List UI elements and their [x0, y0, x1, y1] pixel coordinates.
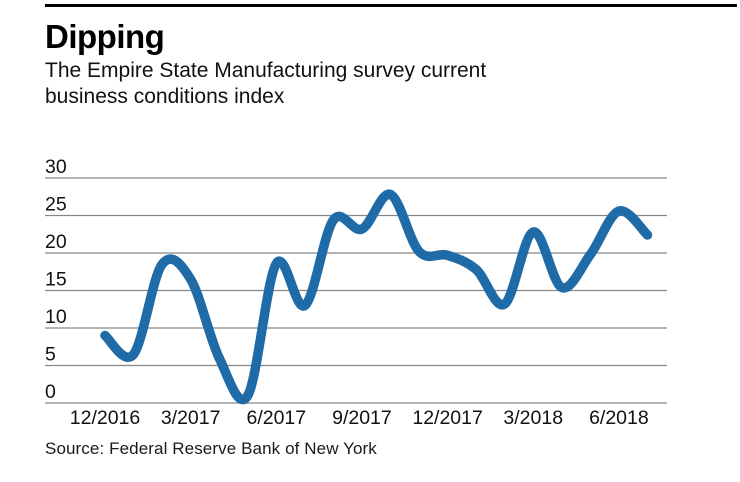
y-tick-label: 0: [45, 381, 56, 403]
y-tick-label: 25: [45, 194, 67, 216]
data-line: [100, 189, 653, 405]
x-tick-label: 9/2017: [332, 407, 392, 429]
y-tick-label: 10: [45, 306, 67, 328]
x-tick-label: 3/2017: [161, 407, 221, 429]
x-tick-label: 6/2017: [246, 407, 306, 429]
x-tick-label: 12/2016: [70, 407, 141, 429]
chart-subtitle-line1: The Empire State Manufacturing survey cu…: [45, 59, 487, 82]
x-tick-label: 3/2018: [503, 407, 563, 429]
top-rule: [45, 4, 737, 7]
x-tick-label: 6/2018: [589, 407, 649, 429]
y-tick-label: 30: [45, 156, 67, 178]
y-tick-label: 15: [45, 269, 67, 291]
source-note: Source: Federal Reserve Bank of New York: [45, 439, 377, 458]
page-title: Dipping: [45, 18, 165, 55]
y-tick-label: 20: [45, 231, 67, 253]
x-tick-label: 12/2017: [412, 407, 483, 429]
chart-subtitle: The Empire State Manufacturing survey cu…: [45, 58, 486, 110]
y-tick-label: 5: [45, 344, 56, 366]
chart-subtitle-line2: business conditions index: [45, 85, 285, 108]
